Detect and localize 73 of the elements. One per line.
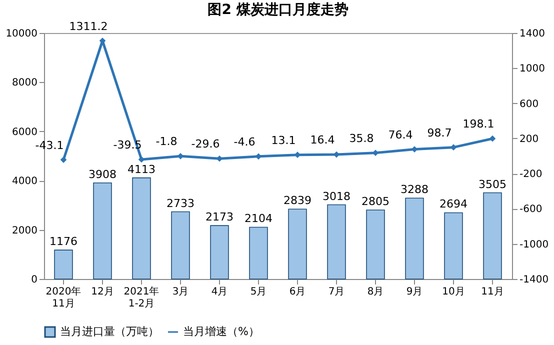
data-label: 2694	[440, 198, 468, 211]
y2-tick-label: -1400	[520, 274, 549, 286]
point	[372, 150, 379, 156]
y-tick-label: 6000	[12, 126, 38, 138]
y2-tick-label: 1400	[520, 28, 545, 40]
bar	[54, 250, 73, 280]
point	[294, 152, 301, 158]
bar	[132, 177, 151, 280]
x-tick-label: 2020年 11月	[46, 286, 82, 310]
data-label: 3018	[322, 190, 350, 203]
y2-tick-label: 600	[520, 98, 539, 110]
x-tick-label: 3月	[172, 286, 189, 298]
point	[333, 151, 340, 158]
bar	[249, 226, 268, 280]
x-tick-label: 4月	[211, 286, 228, 298]
x-tick-label: 10月	[442, 286, 465, 298]
point	[216, 155, 223, 162]
x-tick-label: 5月	[250, 286, 267, 298]
y2-tick-label: -1000	[520, 239, 549, 250]
x-tick-label: 6月	[289, 286, 306, 298]
bar	[366, 210, 385, 280]
data-label: 1176	[50, 235, 78, 248]
legend-label: 当月增速（%）	[183, 325, 260, 338]
bar	[93, 182, 112, 280]
y2-tick-label: -600	[520, 204, 542, 216]
data-label: 16.4	[310, 134, 335, 147]
data-label: 198.1	[462, 118, 494, 131]
bar	[444, 212, 463, 280]
y2-tick-label: 1000	[520, 64, 545, 75]
point	[450, 144, 457, 150]
data-label: 13.1	[271, 134, 296, 147]
y2-tick-label: 200	[520, 134, 539, 145]
data-label: 3288	[400, 183, 428, 196]
legend-label: 当月进口量（万吨）	[60, 325, 159, 338]
data-label: 2104	[244, 212, 272, 226]
x-tick-label: 7月	[328, 286, 345, 298]
data-label: -43.1	[35, 138, 64, 152]
y-tick-label: 2000	[12, 225, 38, 236]
x-tick-label: 8月	[367, 286, 384, 298]
y-tick-label: 0	[31, 274, 38, 286]
data-label: 98.7	[427, 126, 452, 140]
point	[411, 146, 418, 152]
point	[489, 135, 496, 142]
bar	[171, 211, 190, 280]
data-label: 3505	[478, 178, 506, 191]
bar	[288, 208, 307, 280]
data-label: -29.6	[191, 138, 220, 151]
x-tick-label: 9月	[406, 286, 423, 298]
bar	[327, 204, 346, 280]
point	[138, 156, 145, 163]
data-label: -4.6	[234, 135, 256, 148]
y-tick-label: 4000	[12, 176, 38, 188]
data-label: 35.8	[349, 132, 374, 145]
data-label: 1311.2	[69, 20, 108, 33]
bar	[483, 192, 502, 280]
chart-title: 图2 煤炭进口月度走势	[208, 0, 348, 18]
x-tick-label: 2021年 1-2月	[124, 286, 160, 310]
data-label: -1.8	[156, 135, 178, 148]
data-label: 2805	[362, 194, 390, 208]
x-tick-label: 11月	[481, 286, 504, 298]
y2-tick-label: -200	[520, 169, 542, 180]
y-tick-label: 10000	[6, 28, 38, 40]
data-label: 3908	[88, 168, 116, 181]
y-tick-label: 8000	[12, 78, 38, 89]
data-label: 2173	[206, 210, 234, 224]
x-tick-label: 12月	[91, 286, 114, 298]
bar	[210, 225, 229, 280]
data-label: 2733	[166, 196, 194, 210]
data-label: 4113	[128, 162, 156, 176]
bar	[405, 198, 424, 280]
data-label: 76.4	[388, 128, 413, 142]
point	[60, 156, 67, 163]
data-label: 2839	[284, 194, 312, 208]
